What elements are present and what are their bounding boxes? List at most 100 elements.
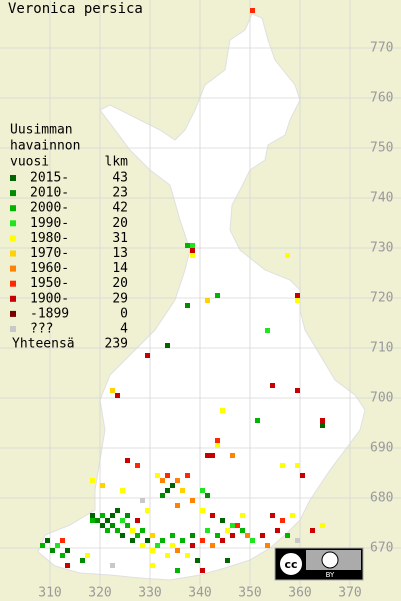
observation-square xyxy=(80,558,85,563)
observation-square xyxy=(105,528,110,533)
observation-square xyxy=(105,518,110,523)
observation-square xyxy=(90,518,95,523)
observation-square xyxy=(245,533,250,538)
observation-square xyxy=(220,518,225,523)
y-tick-label: 700 xyxy=(370,391,393,406)
legend-swatch xyxy=(10,280,16,287)
observation-square xyxy=(240,513,245,518)
legend-count: 43 xyxy=(112,171,128,186)
observation-square xyxy=(100,513,105,518)
y-tick-label: 720 xyxy=(370,291,393,306)
observation-square xyxy=(185,303,190,308)
legend-swatch xyxy=(10,295,16,302)
observation-square xyxy=(175,478,180,483)
observation-square xyxy=(115,528,120,533)
legend-header: Uusimman xyxy=(10,123,73,138)
observation-square xyxy=(295,298,300,303)
observation-square xyxy=(160,493,165,498)
observation-square xyxy=(120,518,125,523)
cc-text: cc xyxy=(284,558,297,571)
observation-square xyxy=(175,503,180,508)
observation-square xyxy=(265,328,270,333)
observation-square xyxy=(165,553,170,558)
observation-square xyxy=(255,418,260,423)
observation-square xyxy=(85,553,90,558)
legend-count: 14 xyxy=(112,261,128,276)
observation-square xyxy=(160,478,165,483)
legend-count: 20 xyxy=(112,276,128,291)
observation-square xyxy=(190,243,195,248)
observation-square xyxy=(120,488,125,493)
observation-square xyxy=(110,523,115,528)
y-tick-label: 690 xyxy=(370,441,393,456)
observation-square xyxy=(230,533,235,538)
legend-header: lkm xyxy=(105,155,129,170)
y-tick-label: 680 xyxy=(370,491,393,506)
legend-label: 1990- xyxy=(30,216,69,231)
legend-label: 2015- xyxy=(30,171,69,186)
observation-square xyxy=(140,498,145,503)
legend-count: 42 xyxy=(112,201,128,216)
observation-square xyxy=(60,538,65,543)
legend-swatch xyxy=(10,250,16,257)
legend-swatch xyxy=(10,326,16,332)
observation-square xyxy=(210,543,215,548)
observation-square xyxy=(190,543,195,548)
observation-square xyxy=(185,473,190,478)
observation-square xyxy=(250,538,255,543)
observation-square xyxy=(220,408,225,413)
observation-square xyxy=(40,543,45,548)
observation-square xyxy=(285,253,290,258)
observation-square xyxy=(320,423,325,428)
legend-swatch xyxy=(10,310,16,317)
observation-square xyxy=(135,533,140,538)
observation-square xyxy=(235,523,240,528)
observation-square xyxy=(195,558,200,563)
legend-swatch xyxy=(10,175,16,181)
observation-square xyxy=(190,253,195,258)
observation-square xyxy=(155,543,160,548)
license-badge: cc BY xyxy=(274,547,364,581)
observation-square xyxy=(130,528,135,533)
observation-square xyxy=(65,548,70,553)
observation-square xyxy=(215,438,220,443)
x-tick-label: 340 xyxy=(188,586,211,601)
observation-square xyxy=(295,463,300,468)
y-tick-label: 760 xyxy=(370,91,393,106)
observation-square xyxy=(165,488,170,493)
observation-square xyxy=(95,518,100,523)
observation-square xyxy=(150,563,155,568)
observation-square xyxy=(210,513,215,518)
observation-square xyxy=(285,533,290,538)
observation-square xyxy=(145,538,150,543)
x-tick-label: 310 xyxy=(38,586,61,601)
observation-square xyxy=(135,518,140,523)
observation-square xyxy=(60,553,65,558)
observation-square xyxy=(200,568,205,573)
legend-label: 1950- xyxy=(30,276,69,291)
legend-header: vuosi xyxy=(10,155,49,170)
legend-label: 2010- xyxy=(30,186,69,201)
legend-swatch xyxy=(10,190,16,197)
observation-square xyxy=(155,473,160,478)
observation-square xyxy=(125,523,130,528)
legend-label: 2000- xyxy=(30,201,69,216)
legend-swatch xyxy=(10,235,16,242)
title: Veronica persica xyxy=(8,1,143,17)
observation-square xyxy=(180,538,185,543)
observation-square xyxy=(100,483,105,488)
observation-square xyxy=(220,538,225,543)
x-tick-label: 350 xyxy=(238,586,261,601)
x-tick-label: 370 xyxy=(338,586,361,601)
observation-square xyxy=(145,508,150,513)
observation-square xyxy=(150,533,155,538)
cc-icon xyxy=(278,551,304,577)
observation-square xyxy=(160,538,165,543)
observation-square xyxy=(90,478,95,483)
legend-label: ??? xyxy=(30,322,53,337)
observation-square xyxy=(240,528,245,533)
observation-square xyxy=(250,8,255,13)
observation-square xyxy=(290,513,295,518)
legend-total-label: Yhteensä xyxy=(12,337,75,352)
observation-square xyxy=(190,498,195,503)
